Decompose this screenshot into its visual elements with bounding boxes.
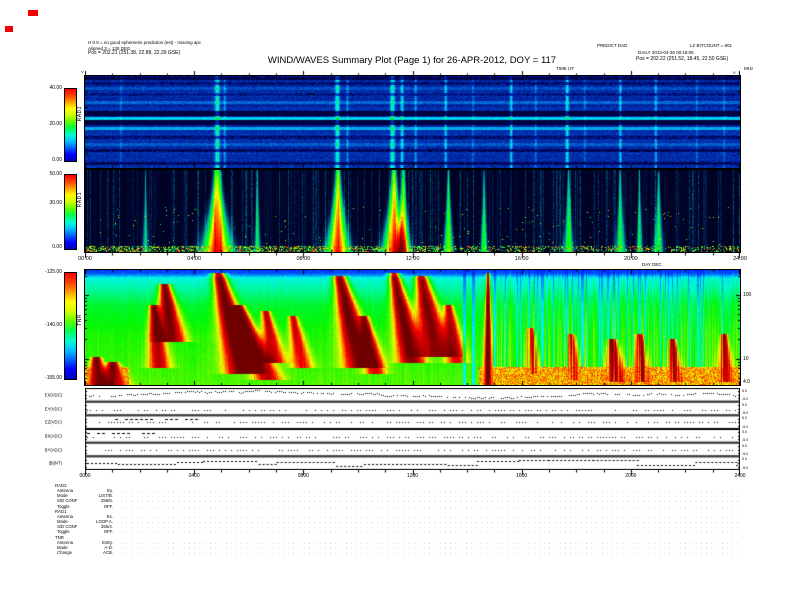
time-tick-label: 00:00 <box>78 256 92 262</box>
status-row: Mode LIST/B.. . . . . . . . . . . . . . .… <box>57 493 742 499</box>
line-panel-range-label: -5.0 <box>742 451 749 456</box>
time-tick-label: 08:00 <box>296 256 311 262</box>
line-panel-label: BY(ADC) <box>44 447 62 452</box>
bottom-time-tick-label: 0800 <box>297 473 309 479</box>
status-section-header: RAD1 <box>55 508 67 514</box>
frequency-units-label: MHz <box>744 66 754 71</box>
status-section-header: TNR <box>55 534 64 540</box>
rad1-panel-label: RAD1 <box>77 192 83 208</box>
line-panel-label: |B|(NT) <box>48 460 62 466</box>
colorbar-tick-label: -125.00 <box>45 269 62 275</box>
tnr-frequency-tick-label: 4.0 <box>743 379 750 385</box>
bottom-time-tick-label: 0400 <box>188 473 200 479</box>
colorbar-tick-label: 0.00 <box>52 157 62 163</box>
line-panel-range-label: -5.0 <box>742 424 749 429</box>
red-artifact-mark <box>5 26 13 32</box>
header-left-line2: Aligned 3 = 130 DEG <box>88 45 131 51</box>
line-panel-label: EX(VDC) <box>44 392 62 398</box>
mid-time-axis <box>85 253 740 259</box>
tnr-frequency-tick-label: 10 <box>743 356 749 362</box>
processing-date-label: DAILY 2013-04-26 00:18:05 <box>638 50 694 55</box>
line-panel-range-label: 5.0 <box>742 457 747 462</box>
time-axis-label: TIME UT <box>556 66 574 72</box>
status-row: Toggle OFF.. . . . . . . . . . . . . . . … <box>57 529 742 535</box>
colorbar-tick-label: -140.00 <box>45 322 62 328</box>
rad2-colorbar <box>64 88 77 162</box>
line-panel-label: EZ(VDC) <box>45 419 62 425</box>
line-panel-range-label: -5.0 <box>742 397 749 402</box>
bottom-time-tick-label: 2000 <box>625 473 637 479</box>
bottom-time-tick-label: 2400 <box>734 473 746 479</box>
bottom-time-tick-label: 1200 <box>406 473 419 479</box>
rad1-colorbar <box>64 174 77 250</box>
bottom-time-tick-label: 1600 <box>516 473 528 479</box>
plot-title: WIND/WAVES Summary Plot (Page 1) for 26-… <box>267 55 557 66</box>
line-panel-range-label: 5.0 <box>742 430 747 434</box>
line-panel-range-label: -5.0 <box>742 410 749 415</box>
status-row: Mode LOOP A.. . . . . . . . . . . . . . .… <box>57 519 742 525</box>
colorbar-tick-label: 40.00 <box>49 85 62 91</box>
status-row: Mode A-D.. . . . . . . . . . . . . . . . … <box>57 544 742 550</box>
rad1-spectrogram <box>84 169 741 253</box>
colorbar-tick-label: 50.00 <box>49 171 62 177</box>
tnr-spectrogram <box>84 269 741 386</box>
line-panel-range-label: 5.0 <box>742 416 747 421</box>
header-right-tag: PREDICT DAD <box>597 43 628 48</box>
rad2-spectrogram <box>84 75 741 169</box>
colorbar-tick-label: 0.00 <box>52 244 62 250</box>
time-tick-label: 12:00 <box>405 256 420 262</box>
spacecraft-position-right: Pos = 202.22 (251.52, 18.45, 22.50 GSE) <box>636 56 729 62</box>
status-row: Toggle OFF.. . . . . . . . . . . . . . . … <box>57 503 742 509</box>
line-panel-range-label: 5.0 <box>742 443 747 448</box>
rad2-panel-label: RAD2 <box>77 106 83 122</box>
line-panel-range-label: -5.0 <box>742 438 749 443</box>
line-panel-label: BX(ADC) <box>44 433 62 439</box>
red-artifact-mark <box>28 10 38 16</box>
time-tick-label: 16:00 <box>514 256 529 262</box>
line-panel-range-label: -5.0 <box>742 465 749 470</box>
colorbar-tick-label: 20.00 <box>49 121 62 127</box>
spacecraft-position-left: Pos = 202.21 (251.38, 22.88, 22.29 GSE) <box>88 50 181 57</box>
status-row: Change ACB.. . . . . . . . . . . . . . . … <box>57 550 742 556</box>
top-time-axis <box>85 69 740 76</box>
status-row: Antenna ExEy.. . . . . . . . . . . . . . … <box>57 539 742 545</box>
line-panel-range-label: 5.0 <box>742 402 747 407</box>
day-axis-label: DAY DEC <box>642 262 662 267</box>
colorbar-tick-label: -155.00 <box>45 375 62 381</box>
line-panel-range-label: 5.0 <box>742 389 747 393</box>
time-tick-label: 20:00 <box>623 256 638 262</box>
housekeeping-line-panels <box>85 388 740 470</box>
header-left-block: H 0.0 = no good ephemeris prediction (es… <box>88 40 201 57</box>
status-row: S/D CONF 256/4.. . . . . . . . . . . . . … <box>57 524 742 530</box>
time-tick-label: 04:00 <box>187 256 202 262</box>
status-section-header: RAD2 <box>55 483 67 488</box>
tnr-frequency-tick-label: 100 <box>743 292 752 298</box>
status-row: Antenna Ex.. . . . . . . . . . . . . . . … <box>57 513 742 519</box>
bottom-time-axis <box>85 470 740 476</box>
receiver-status-block: RAD2 Antenna Ey.. . . . . . . . . . . . . … <box>55 483 742 555</box>
status-row: Antenna Ey.. . . . . . . . . . . . . . . … <box>57 488 742 494</box>
tnr-panel-label: TNR <box>77 314 83 326</box>
line-panel-label: EY(VDC) <box>44 406 62 411</box>
status-row: S/D CONF 256/5.. . . . . . . . . . . . . … <box>57 498 742 504</box>
bottom-time-tick-label: 0000 <box>79 473 91 479</box>
colorbar-tick-label: 30.00 <box>49 200 62 206</box>
lz-bitcount-label: LZ BITCOUNT = 801 <box>690 43 733 48</box>
axis-corner-mark-left: V <box>81 69 84 74</box>
header-left-line1: H 0.0 = no good ephemeris prediction (es… <box>88 40 202 45</box>
time-tick-label: 24:00 <box>733 256 747 262</box>
tnr-colorbar <box>64 272 77 380</box>
